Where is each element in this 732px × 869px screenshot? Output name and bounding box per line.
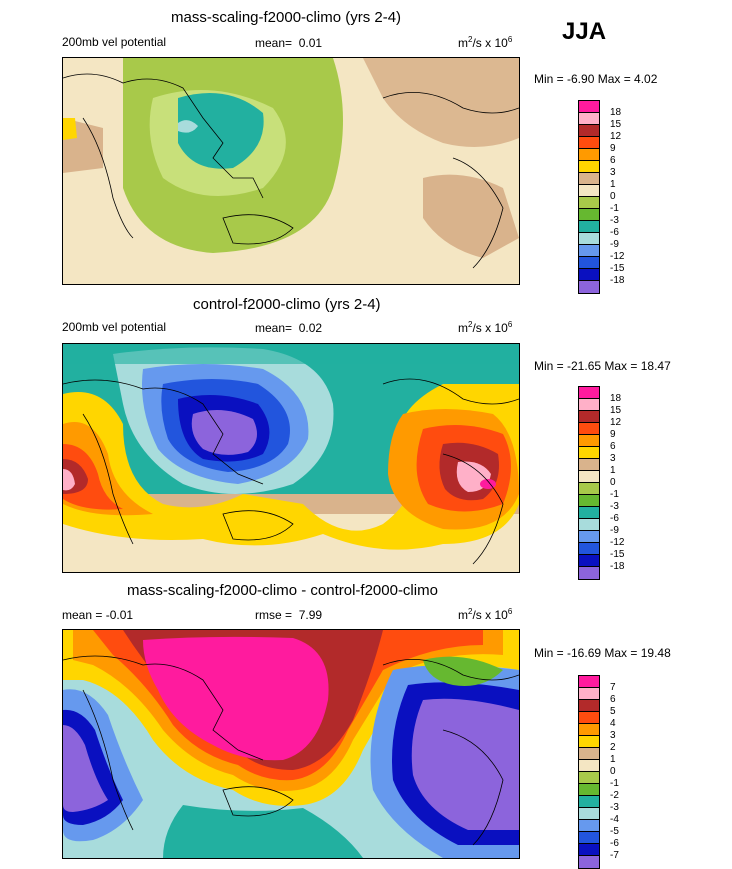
cbar-label: -9 [610, 239, 619, 250]
cbar-label: -1 [610, 778, 619, 789]
panel3-colorbar [578, 675, 600, 869]
season-label: JJA [562, 18, 607, 45]
panel1-units: m2/s x 106 [458, 35, 513, 50]
panel2-mean-label: mean= [255, 321, 293, 335]
panel3-units: m2/s x 106 [458, 607, 513, 622]
panel3-rmse-label: rmse = [255, 608, 293, 622]
cbar-label: 7 [610, 682, 616, 693]
panel2-colorbar [578, 386, 600, 580]
panel1-map [62, 57, 520, 285]
cbar-label: -6 [610, 513, 619, 524]
cbar-label: 9 [610, 143, 616, 154]
panel1-minmax: Min = -6.90 Max = 4.02 [534, 72, 658, 86]
cbar-label: -6 [610, 838, 619, 849]
cbar-label: -9 [610, 525, 619, 536]
cbar-label: 3 [610, 167, 616, 178]
cbar-label: -4 [610, 814, 619, 825]
panel3-title: mass-scaling-f2000-climo - control-f2000… [127, 582, 438, 599]
cbar-label: 18 [610, 107, 622, 118]
cbar-label: 1 [610, 465, 616, 476]
cbar-label: -6 [610, 227, 619, 238]
panel1-mean: mean= 0.01 [255, 36, 322, 50]
cbar-label: 6 [610, 155, 616, 166]
cbar-label: 2 [610, 742, 616, 753]
panel3-mean: mean = -0.01 [62, 608, 134, 622]
cbar-label: 5 [610, 706, 616, 717]
panel1-colorbar [578, 100, 600, 294]
panel2-field-label: 200mb vel potential [62, 320, 167, 334]
cbar-label: 9 [610, 429, 616, 440]
panel2-mean-value: 0.02 [298, 321, 323, 335]
panel2-map [62, 343, 520, 573]
cbar-label: 1 [610, 754, 616, 765]
panel3-rmse-value: 7.99 [298, 608, 323, 622]
panel2-units: m2/s x 106 [458, 320, 513, 335]
panel2-minmax: Min = -21.65 Max = 18.47 [534, 359, 671, 373]
cbar-label: 12 [610, 131, 622, 142]
panel1-title: mass-scaling-f2000-climo (yrs 2-4) [171, 9, 402, 26]
cbar-label: -18 [610, 275, 625, 286]
cbar-label: -15 [610, 263, 625, 274]
cbar-label: -12 [610, 251, 625, 262]
cbar-label: 0 [610, 766, 616, 777]
cbar-label: 12 [610, 417, 622, 428]
cbar-label: -1 [610, 203, 619, 214]
panel2-title: control-f2000-climo (yrs 2-4) [193, 296, 381, 313]
panel1-mean-label: mean= [255, 36, 293, 50]
cbar-label: -18 [610, 561, 625, 572]
panel2-mean: mean= 0.02 [255, 321, 322, 335]
panel1-field-label: 200mb vel potential [62, 35, 167, 49]
cbar-label: -7 [610, 850, 619, 861]
cbar-label: 0 [610, 191, 616, 202]
cbar-label: -12 [610, 537, 625, 548]
cbar-label: -5 [610, 826, 619, 837]
panel3-map [62, 629, 520, 859]
cbar-label: 15 [610, 119, 622, 130]
cbar-label: -2 [610, 790, 619, 801]
cbar-label: -3 [610, 802, 619, 813]
cbar-label: 18 [610, 393, 622, 404]
panel1-mean-value: 0.01 [298, 36, 323, 50]
cbar-label: 3 [610, 730, 616, 741]
cbar-label: -15 [610, 549, 625, 560]
cbar-label: 3 [610, 453, 616, 464]
cbar-label: -1 [610, 489, 619, 500]
panel3-rmse: rmse = 7.99 [255, 608, 322, 622]
cbar-label: 6 [610, 441, 616, 452]
cbar-label: -3 [610, 501, 619, 512]
cbar-label: 1 [610, 179, 616, 190]
cbar-label: 0 [610, 477, 616, 488]
panel3-minmax: Min = -16.69 Max = 19.48 [534, 646, 671, 660]
cbar-label: -3 [610, 215, 619, 226]
cbar-label: 4 [610, 718, 616, 729]
cbar-label: 15 [610, 405, 622, 416]
cbar-label: 6 [610, 694, 616, 705]
